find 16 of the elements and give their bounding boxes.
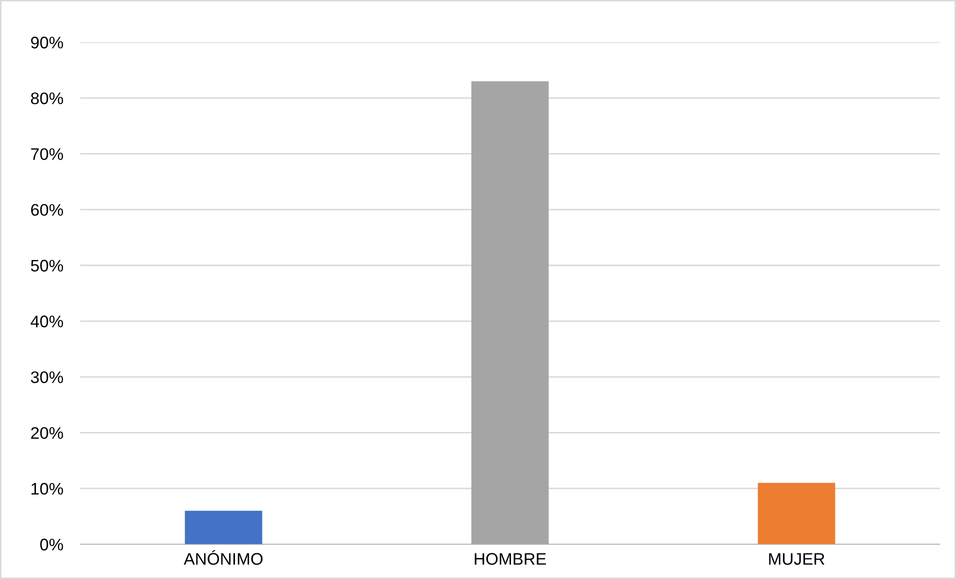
y-tick-label: 80% (31, 92, 64, 104)
y-tick-label: 0% (40, 538, 64, 550)
y-tick-label: 50% (30, 260, 64, 272)
bar (758, 482, 836, 544)
bar (184, 510, 262, 544)
y-tick-label: 30% (30, 371, 64, 384)
x-tick-label: HOMBRE (474, 553, 546, 565)
y-tick-label: 90% (31, 36, 64, 48)
bar (471, 81, 549, 544)
y-tick-label: 40% (30, 316, 64, 328)
y-tick-label: 20% (31, 427, 64, 439)
y-tick-label: 60% (31, 204, 64, 216)
x-tick-label: MUJER (769, 553, 824, 565)
x-tick-label: ANÓNIMO (184, 550, 263, 565)
y-tick-label: 10% (32, 482, 64, 495)
y-tick-label: 70% (31, 148, 64, 160)
